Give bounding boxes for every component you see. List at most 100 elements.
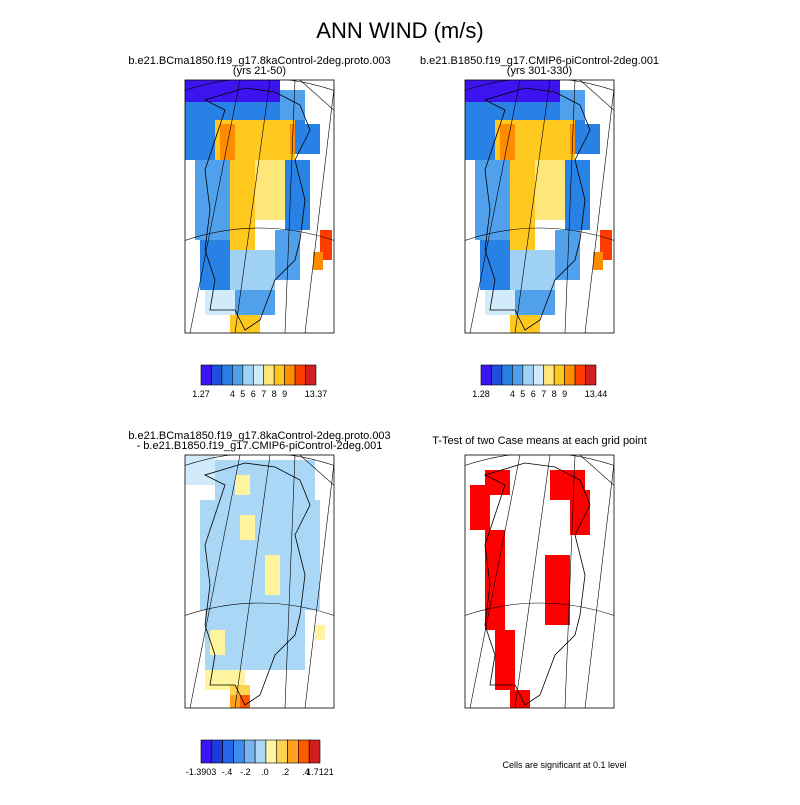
colorbar-box	[273, 364, 285, 386]
colorbar-box	[252, 364, 265, 386]
map-content	[465, 455, 614, 708]
colorbar-box	[512, 364, 524, 386]
meridian	[579, 455, 614, 486]
meridian	[299, 455, 334, 486]
colorbar-label: 13.37	[305, 389, 328, 399]
field-cell	[230, 315, 260, 333]
meridian	[584, 85, 614, 333]
colorbar-label: 7	[541, 389, 546, 399]
colorbar-label: 4	[230, 389, 235, 399]
meridian	[514, 455, 551, 708]
map-panel	[184, 454, 335, 709]
coastline	[203, 87, 311, 331]
field-cell	[200, 500, 320, 610]
meridian	[304, 460, 334, 708]
colorbar-box	[284, 364, 296, 386]
latitude-line	[465, 80, 614, 91]
panel-title: T-Test of two Case means at each grid po…	[432, 435, 647, 447]
figure-title: ANN WIND (m/s)	[316, 18, 483, 43]
colorbar-box	[305, 364, 317, 386]
field-cell	[485, 290, 515, 315]
colorbar-box	[233, 739, 245, 764]
meridian	[284, 455, 296, 708]
colorbar-box	[553, 364, 565, 386]
map-content	[185, 80, 334, 333]
colorbar-box	[265, 739, 278, 764]
field-cell	[470, 485, 490, 530]
colorbar-label: 8	[272, 389, 277, 399]
panel-title: b.e21.BCma1850.f19_g17.8kaControl-2deg.p…	[128, 55, 390, 67]
field-cell	[560, 90, 585, 120]
meridian	[564, 80, 576, 333]
field-cell	[235, 290, 275, 315]
colorbar-box	[200, 364, 212, 386]
colorbar-box	[532, 364, 545, 386]
colorbar-label: 5	[520, 389, 525, 399]
colorbar-label: 6	[531, 389, 536, 399]
field-cell	[315, 625, 325, 640]
meridian	[579, 80, 614, 111]
colorbar-label: -.2	[240, 767, 251, 777]
field-cell	[185, 455, 215, 485]
colorbar-label: 1.27	[192, 389, 210, 399]
field-cell	[535, 160, 565, 220]
colorbar-box	[480, 364, 492, 386]
panel-title: (yrs 301-330)	[507, 65, 572, 77]
latitude-line	[185, 80, 334, 91]
colorbar-label: 4	[510, 389, 515, 399]
map-content	[465, 80, 614, 333]
colorbar-box	[585, 364, 597, 386]
colorbar-box	[232, 364, 244, 386]
field-cell	[185, 80, 280, 102]
panel-title: b.e21.BCma1850.f19_g17.8kaControl-2deg.p…	[128, 430, 390, 442]
colorbar-label: .2	[282, 767, 290, 777]
latitude-line	[465, 602, 614, 616]
field-cell	[195, 160, 230, 240]
colorbar-label: .4	[302, 767, 310, 777]
meridian	[469, 80, 521, 333]
meridian	[234, 455, 271, 708]
colorbar-label: 1.28	[472, 389, 490, 399]
field-cell	[230, 250, 275, 290]
field-cell	[313, 252, 323, 270]
field-cell	[295, 124, 320, 154]
meridian	[469, 455, 521, 708]
field-cell	[593, 252, 603, 270]
meridian	[514, 80, 551, 333]
meridian	[234, 80, 271, 333]
field-cell	[565, 160, 590, 230]
map-frame	[464, 454, 615, 709]
map-panel	[464, 79, 615, 334]
colorbar-label: 5	[240, 389, 245, 399]
field-cell	[480, 240, 510, 290]
field-cell	[280, 90, 305, 120]
field-cell	[575, 124, 600, 154]
panel-title: (yrs 21-50)	[233, 65, 286, 77]
field-cell	[185, 102, 305, 124]
field-cell	[235, 475, 250, 495]
colorbar-box	[564, 364, 576, 386]
field-cell	[510, 315, 540, 333]
colorbar-box	[200, 739, 213, 764]
latitude-line	[185, 227, 334, 241]
field-cell	[265, 555, 280, 595]
colorbar-box	[501, 364, 513, 386]
colorbar-box	[574, 364, 586, 386]
meridian	[189, 80, 241, 333]
colorbar-box	[222, 739, 234, 764]
colorbar-box	[543, 364, 555, 386]
field-cell	[230, 160, 255, 250]
map-frame	[184, 454, 335, 709]
latitude-line	[185, 602, 334, 616]
colorbar-box	[276, 739, 288, 764]
meridian	[299, 80, 334, 111]
panel-title: - b.e21.B1850.f19_g17.CMIP6-piControl-2d…	[137, 440, 383, 452]
meridian	[189, 455, 241, 708]
field-cell	[510, 160, 535, 250]
map-frame	[464, 79, 615, 334]
field-cell	[465, 80, 560, 102]
colorbar-box	[308, 739, 321, 764]
colorbar-label: -1.3903	[186, 767, 217, 777]
